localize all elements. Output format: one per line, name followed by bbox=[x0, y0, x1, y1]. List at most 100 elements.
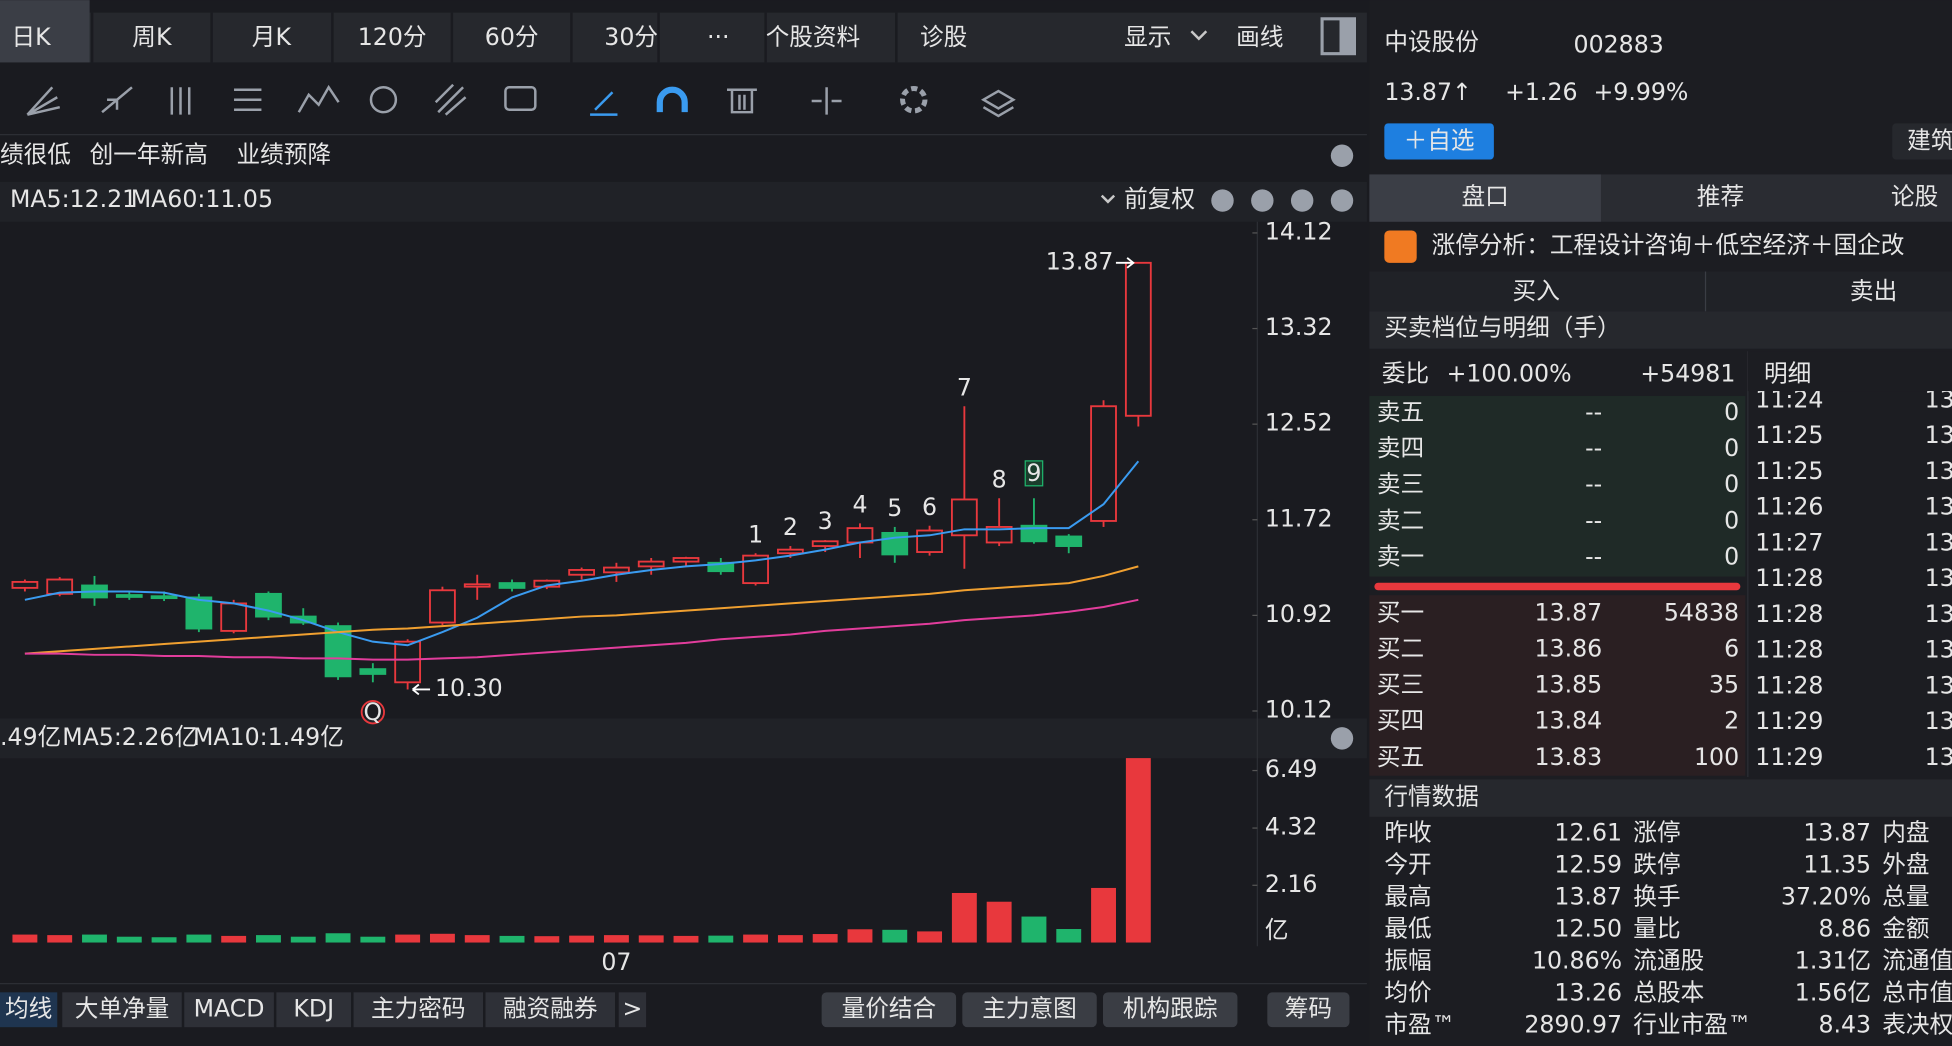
bottom-tab[interactable] bbox=[184, 992, 274, 1028]
trade-time: 11:28 bbox=[1755, 671, 1823, 699]
bid-volume: 54838 bbox=[1664, 598, 1739, 626]
tool-icon[interactable] bbox=[170, 87, 191, 115]
quote-tab[interactable]: 推荐 bbox=[1697, 183, 1744, 211]
tool-icon[interactable] bbox=[26, 86, 61, 116]
watch-label[interactable]: ＋自选 bbox=[1404, 127, 1475, 155]
candle-body bbox=[394, 640, 422, 684]
zoom-in[interactable] bbox=[1251, 189, 1274, 212]
bottom-tab[interactable] bbox=[353, 992, 484, 1028]
bottom-tab[interactable] bbox=[276, 992, 352, 1028]
bottom-tab-label[interactable]: 均线 bbox=[5, 994, 52, 1022]
period-tab[interactable]: 30分 bbox=[604, 23, 658, 51]
bottom-tab[interactable] bbox=[1102, 992, 1238, 1028]
stat-label: 最高 bbox=[1384, 883, 1431, 911]
bottom-tab[interactable] bbox=[485, 992, 615, 1028]
bottom-tab-label[interactable]: 机构跟踪 bbox=[1123, 994, 1218, 1022]
trade-time: 11:25 bbox=[1755, 421, 1823, 449]
stat-value: 8.86 bbox=[1818, 915, 1871, 943]
stat-value: 13.87 bbox=[1554, 883, 1622, 911]
period-tab[interactable]: 诊股 bbox=[920, 23, 967, 51]
volume-bar bbox=[986, 901, 1012, 943]
bottom-tab[interactable] bbox=[821, 992, 957, 1028]
x-tick-label: 07 bbox=[601, 948, 631, 976]
period-tab[interactable]: 60分 bbox=[485, 23, 539, 51]
bottom-tab-label[interactable]: KDJ bbox=[293, 994, 334, 1022]
depth-title: 买卖档位与明细（手） bbox=[1384, 313, 1620, 341]
ma-line bbox=[24, 598, 1139, 661]
bottom-tab-label[interactable]: > bbox=[623, 994, 643, 1022]
tool-icon[interactable] bbox=[900, 86, 928, 114]
signal-label: 3 bbox=[818, 507, 833, 535]
stat-label: 金额 bbox=[1882, 915, 1929, 943]
volume-legend: MA5:2.26亿 bbox=[62, 723, 198, 751]
signal-label: 2 bbox=[783, 513, 798, 541]
bid-price: 13.83 bbox=[1534, 743, 1602, 771]
stat-label: 最低 bbox=[1384, 915, 1431, 943]
bottom-tab-label[interactable]: MACD bbox=[194, 994, 265, 1022]
tool-icon[interactable] bbox=[590, 91, 618, 116]
candle-body bbox=[707, 561, 735, 573]
bid-level: 买五 bbox=[1377, 743, 1424, 771]
zoom-out[interactable] bbox=[1290, 189, 1314, 212]
tool-icon[interactable] bbox=[234, 88, 262, 111]
period-tab[interactable]: 个股资料 bbox=[766, 23, 861, 51]
tag: 创一年新高 bbox=[90, 140, 208, 168]
tool-icon[interactable] bbox=[656, 86, 688, 113]
tool-icon[interactable] bbox=[297, 84, 340, 113]
candle-body bbox=[498, 582, 526, 589]
depth-header bbox=[1369, 311, 1952, 349]
bottom-tab[interactable] bbox=[962, 992, 1097, 1028]
bottom-tab-label[interactable]: 筹码 bbox=[1285, 994, 1332, 1022]
tool-icon[interactable] bbox=[727, 88, 757, 114]
y-tick-label: 11.72 bbox=[1265, 504, 1333, 532]
bottom-tab[interactable] bbox=[1267, 992, 1350, 1028]
ask-price: -- bbox=[1585, 506, 1602, 534]
stat-value: 12.59 bbox=[1554, 851, 1622, 879]
draw-menu[interactable]: 画线 bbox=[1236, 23, 1283, 51]
candle-body bbox=[220, 602, 248, 632]
settings-icon[interactable] bbox=[1330, 144, 1354, 167]
zoom-out[interactable] bbox=[1211, 189, 1234, 212]
tool-icon[interactable] bbox=[811, 87, 842, 115]
adjust-label[interactable]: 前复权 bbox=[1124, 185, 1195, 213]
bottom-tab-label[interactable]: 大单净量 bbox=[75, 994, 170, 1022]
bottom-tab[interactable] bbox=[618, 992, 647, 1028]
trade-time: 11:26 bbox=[1755, 493, 1823, 521]
bid-volume: 2 bbox=[1724, 707, 1739, 735]
tool-icon[interactable] bbox=[980, 89, 1016, 118]
period-tab[interactable]: 日K bbox=[12, 23, 52, 51]
bottom-tab[interactable] bbox=[0, 992, 58, 1028]
candle-body bbox=[568, 569, 595, 576]
bottom-tab-label[interactable]: 主力意图 bbox=[982, 994, 1077, 1022]
tool-icon[interactable] bbox=[369, 86, 398, 114]
settings-icon[interactable] bbox=[1330, 727, 1354, 750]
quote-tab[interactable]: 论股 bbox=[1891, 183, 1938, 211]
volume-bar bbox=[638, 935, 664, 943]
bottom-tab-label[interactable]: 量价结合 bbox=[842, 994, 937, 1022]
sell-tab[interactable]: 卖出 bbox=[1850, 277, 1897, 305]
tool-icon[interactable] bbox=[101, 86, 133, 114]
trade-tabs bbox=[1369, 271, 1952, 312]
period-tab[interactable]: 周K bbox=[132, 23, 172, 51]
period-tab[interactable]: 120分 bbox=[358, 23, 427, 51]
candle-body bbox=[11, 580, 39, 589]
bottom-tab-label[interactable]: 主力密码 bbox=[371, 994, 466, 1022]
limit-analysis: 涨停分析：工程设计咨询＋低空经济＋国企改 bbox=[1432, 231, 1905, 259]
volume-bar bbox=[1056, 929, 1082, 943]
display-menu[interactable]: 显示 bbox=[1124, 23, 1171, 51]
quote-tab[interactable]: 盘口 bbox=[1462, 183, 1509, 211]
stat-value: 1.56亿 bbox=[1795, 979, 1871, 1007]
watch-button[interactable] bbox=[1384, 123, 1494, 160]
settings-icon[interactable] bbox=[1330, 189, 1354, 212]
period-tab[interactable]: ··· bbox=[707, 23, 730, 51]
volume-bar bbox=[464, 935, 490, 943]
tool-icon[interactable] bbox=[434, 83, 467, 116]
trade-time: 11:25 bbox=[1755, 457, 1823, 485]
period-tab[interactable]: 月K bbox=[252, 23, 292, 51]
buy-tab[interactable]: 买入 bbox=[1513, 277, 1560, 305]
bottom-tab-label[interactable]: 融资融券 bbox=[503, 994, 598, 1022]
bottom-tab[interactable] bbox=[62, 992, 182, 1028]
ask-volume: 0 bbox=[1724, 398, 1739, 426]
tool-icon[interactable] bbox=[504, 86, 537, 111]
